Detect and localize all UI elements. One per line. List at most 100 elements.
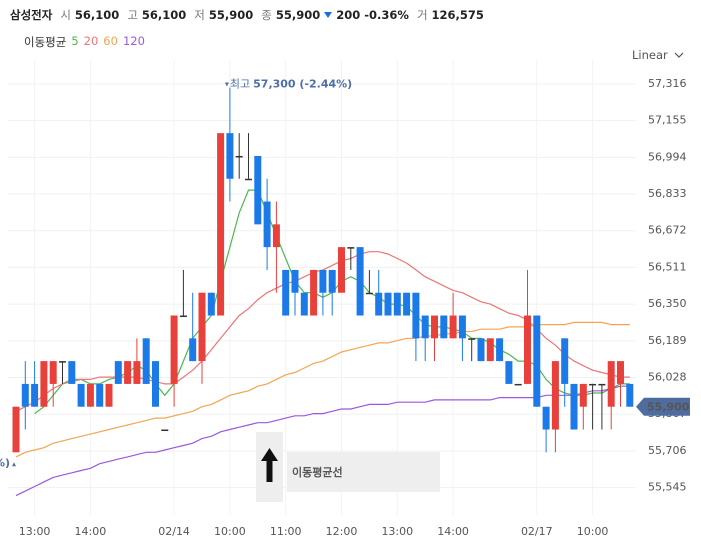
candle-body [217,133,225,316]
value: 126,575 [431,8,484,22]
candle-body [617,361,624,384]
candle-body [235,155,243,158]
candle-body [449,315,457,339]
candle-body [105,383,113,407]
max-annotation: 최고 57,300 (-2.44%) [230,78,352,91]
x-tick-label: 14:00 [437,525,469,538]
candle-body [198,292,206,362]
legend-entry[interactable]: 60 [103,34,118,48]
candle-body [68,361,76,384]
candle-body [384,292,392,316]
candle-body [152,361,159,407]
candle-body [468,338,476,340]
candle-body [300,292,308,316]
y-tick-label: 56,672 [648,224,687,237]
x-tick-label: 14:00 [75,525,107,538]
price-tag [636,397,690,416]
x-tick-label: 12:00 [326,525,358,538]
x-tick-label: 02/14 [158,525,190,538]
candle-body [589,383,597,386]
candle-body [477,338,485,362]
min-annotation: 최저55,700 (0.36%) [0,456,10,469]
y-tick-label: 56,994 [648,150,687,163]
ma-label: 이동평균 [24,35,67,49]
candle-body [412,292,420,339]
candle-body [328,269,336,293]
price-tag-label: 55,900 [647,401,690,414]
y-tick-label: 55,545 [648,481,687,494]
overlay-arrow [261,448,278,482]
candle-body [319,269,327,293]
y-tick-label: 56,028 [648,371,687,384]
y-tick-label: 56,511 [648,260,687,273]
down-arrow [324,12,333,18]
scale-toggle[interactable]: Linear [632,48,684,62]
candle-body [40,361,48,407]
candle-body [561,338,569,384]
candle-body [245,178,252,181]
candle-body [403,292,411,316]
candle-body [226,133,234,179]
candle-body [551,361,559,430]
min-value: 55,700 (0.36%) [0,456,10,469]
legend-entry[interactable]: 20 [83,34,99,48]
candle-body [431,315,438,339]
candle-body [207,292,215,316]
candle-body [496,338,504,362]
candle-body [607,361,615,407]
value: 56,100 [74,8,120,22]
candle-body [263,201,271,248]
candle-body [310,269,318,316]
candle-body [21,383,29,407]
candle-body [170,315,178,384]
candle-body [338,247,345,293]
candle-body [133,361,141,384]
legend-entry[interactable]: 5 [71,34,79,48]
candle-body [579,383,587,407]
x-tick-label: 13:00 [381,525,413,538]
candle-body [254,155,262,225]
candle-body [124,361,132,384]
y-tick-label: 56,189 [648,334,687,347]
candle-body [570,383,578,430]
y-tick-label: 56,833 [648,187,687,200]
candle-body [291,269,299,293]
candle-body [598,383,606,386]
candle-body [49,361,57,384]
y-tick-label: 57,155 [648,114,687,127]
candle-body [626,383,634,407]
y-tick-label: 56,350 [648,297,687,310]
candle-body [86,383,94,407]
max-label: 최고 [230,78,250,91]
candle-body [59,361,66,363]
candle-body [440,315,448,339]
y-tick-label: 55,706 [648,444,687,457]
candle-body [347,247,355,249]
legend-entry[interactable]: 120 [122,34,145,48]
overlay-text-bg [287,452,440,492]
stock-name: 삼성전자 [10,8,53,22]
candle-body [505,361,513,384]
value: 56,100 [141,8,187,22]
candle-body [524,315,531,384]
x-tick-label: 02/17 [521,525,553,538]
candle-body [142,338,150,384]
label: 고 [127,8,138,22]
x-tick-label: 11:00 [270,525,302,538]
label: 시 [60,8,71,22]
value: 55,900 [208,8,254,22]
candle-body [533,315,541,407]
candle-body [31,383,39,407]
candle-body [365,292,373,295]
candle-body [393,292,401,316]
label: 저 [194,8,205,22]
candle-body [272,224,280,248]
candle-body [356,247,364,316]
min-marker [12,462,16,467]
candle-body [375,292,383,316]
candle-body [179,315,187,318]
candle-body [96,383,104,407]
scale-label: Linear [632,48,668,62]
